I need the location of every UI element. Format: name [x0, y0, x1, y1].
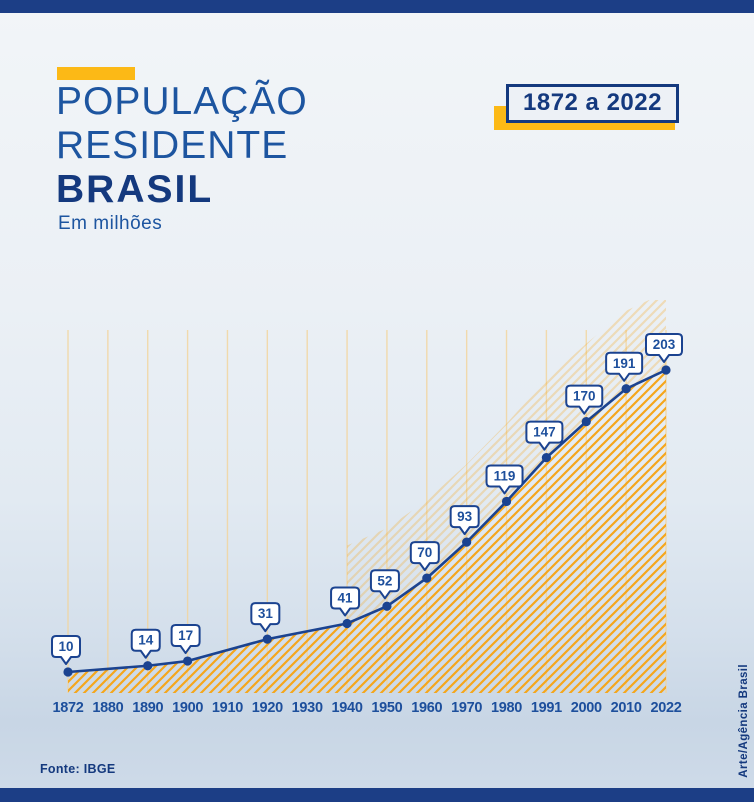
- value-bubble: 93: [449, 505, 480, 536]
- title-subtitle: Em milhões: [58, 213, 163, 234]
- year-label: 1960: [411, 700, 442, 716]
- title-accent-bar: [57, 67, 135, 80]
- period-badge: 1872 a 2022: [506, 84, 679, 123]
- value-bubble: 70: [409, 541, 440, 572]
- value-label: 93: [457, 509, 473, 524]
- year-label: 2000: [571, 700, 602, 716]
- year-label: 1900: [172, 700, 203, 716]
- value-bubbles: 10 14 17 31 41 52 70 93 119 147 170 191 203: [51, 332, 683, 666]
- data-point: [262, 634, 272, 644]
- value-bubble: 41: [330, 586, 361, 617]
- year-label: 1890: [132, 700, 163, 716]
- value-bubble: 31: [250, 602, 281, 633]
- value-bubble: 10: [51, 635, 81, 666]
- hatch-area: [68, 369, 666, 693]
- value-bubble-shape: [565, 384, 604, 415]
- title-line-2: RESIDENTE: [56, 124, 289, 167]
- period-badge-wrap: 1872 a 2022: [494, 84, 679, 130]
- value-bubble: 52: [369, 569, 400, 600]
- value-bubble: 170: [565, 384, 604, 415]
- value-bubble-shape: [170, 624, 201, 655]
- data-point: [621, 384, 631, 394]
- year-label: 1991: [531, 700, 562, 716]
- value-label: 203: [653, 337, 676, 352]
- title-line-1: POPULAÇÃO: [56, 80, 308, 123]
- value-bubble-shape: [130, 628, 161, 659]
- year-label: 2010: [611, 700, 642, 716]
- value-bubble: 147: [525, 420, 564, 451]
- value-label: 70: [417, 545, 432, 560]
- year-label: 1980: [491, 700, 522, 716]
- year-label: 1950: [371, 700, 402, 716]
- value-label: 147: [533, 425, 556, 440]
- data-point: [501, 496, 512, 507]
- bottom-bar: [0, 788, 754, 802]
- page-title: POPULAÇÃO RESIDENTE BRASIL: [56, 80, 308, 212]
- value-bubble: 191: [605, 351, 644, 382]
- value-label: 14: [138, 633, 154, 648]
- value-label: 52: [377, 573, 392, 588]
- value-label: 10: [58, 639, 73, 654]
- year-label: 1910: [212, 700, 243, 716]
- data-point: [183, 656, 193, 666]
- data-points: [63, 365, 671, 677]
- year-label: 1940: [332, 700, 363, 716]
- data-point: [382, 601, 392, 611]
- value-bubble: 119: [485, 464, 524, 495]
- source-note: Fonte: IBGE: [40, 762, 116, 776]
- x-axis-labels: 1872 1880 1890 1900 1910 1920 1930 1940 1950 1960…: [52, 700, 682, 716]
- data-point: [462, 537, 472, 547]
- value-bubble-shape: [409, 541, 440, 572]
- value-bubble-shape: [605, 351, 644, 382]
- value-label: 191: [613, 356, 636, 371]
- year-label: 1920: [252, 700, 283, 716]
- data-point: [541, 453, 552, 463]
- value-bubble-shape: [485, 464, 524, 495]
- value-bubble-shape: [449, 505, 480, 536]
- population-line-chart: 10 14 17 31 41 52 70 93 119 147 170 191 203 1872 1880 1…: [0, 300, 754, 740]
- value-bubble-shape: [330, 586, 361, 617]
- top-bar: [0, 0, 754, 13]
- value-label: 41: [338, 590, 354, 605]
- value-bubble-shape: [525, 420, 564, 451]
- value-label: 119: [494, 468, 516, 483]
- year-label: 2022: [650, 700, 681, 716]
- value-label: 17: [178, 628, 193, 643]
- data-point: [143, 661, 153, 671]
- data-point: [581, 417, 591, 427]
- title-line-3: BRASIL: [56, 168, 214, 211]
- value-bubble-shape: [250, 602, 281, 633]
- value-bubble: 14: [130, 628, 161, 659]
- value-bubble-shape: [369, 569, 400, 600]
- data-point: [342, 618, 352, 629]
- year-label: 1930: [292, 700, 323, 716]
- value-bubble: 17: [170, 624, 201, 655]
- year-label: 1872: [52, 700, 83, 716]
- data-point: [63, 667, 73, 677]
- year-label: 1880: [92, 700, 123, 716]
- value-label: 170: [573, 389, 596, 404]
- value-label: 31: [258, 606, 274, 621]
- data-point: [422, 573, 432, 583]
- year-label: 1970: [451, 700, 482, 716]
- value-bubble: 203: [645, 332, 683, 363]
- credit-note: Arte/Agência Brasil: [738, 664, 750, 778]
- value-bubble-shape: [51, 635, 81, 666]
- data-point: [661, 365, 671, 375]
- value-bubble-shape: [645, 332, 683, 363]
